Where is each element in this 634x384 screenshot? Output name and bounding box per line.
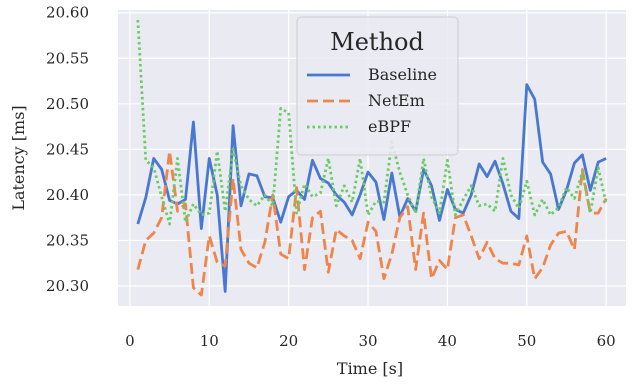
legend-box — [296, 16, 459, 156]
legend-title: Method — [330, 28, 424, 56]
y-tick-label: 20.30 — [46, 277, 89, 295]
y-tick-label: 20.40 — [46, 186, 89, 204]
y-tick-label: 20.45 — [46, 140, 89, 158]
x-tick-label: 20 — [279, 332, 298, 350]
x-tick-labels: 0 10 20 30 40 50 60 — [125, 332, 616, 350]
y-tick-label: 20.55 — [46, 49, 89, 67]
x-axis-label: Time [s] — [337, 359, 403, 378]
legend-label-baseline: Baseline — [368, 65, 437, 84]
y-tick-label: 20.50 — [46, 95, 89, 113]
series-lines — [136, 19, 608, 297]
y-tick-label: 20.60 — [46, 4, 89, 22]
x-tick-label: 50 — [517, 332, 536, 350]
legend-label-netem: NetEm — [368, 91, 425, 110]
x-tick-label: 10 — [200, 332, 219, 350]
y-axis-label: Latency [ms] — [9, 105, 28, 210]
y-tick-labels: 20.30 20.35 20.40 20.45 20.50 20.55 20.60 — [46, 4, 89, 295]
legend: Method Baseline NetEm eBPF — [296, 16, 459, 156]
series-line-netem — [136, 149, 608, 297]
series-line-ebpf — [136, 19, 608, 226]
x-tick-label: 30 — [358, 332, 377, 350]
series-line-baseline — [136, 83, 607, 293]
x-tick-label: 40 — [438, 332, 457, 350]
legend-entries: Baseline NetEm eBPF — [307, 65, 437, 136]
legend-label-ebpf: eBPF — [368, 117, 411, 136]
x-tick-label: 60 — [597, 332, 616, 350]
x-tick-label: 0 — [125, 332, 135, 350]
y-tick-label: 20.35 — [46, 231, 89, 249]
